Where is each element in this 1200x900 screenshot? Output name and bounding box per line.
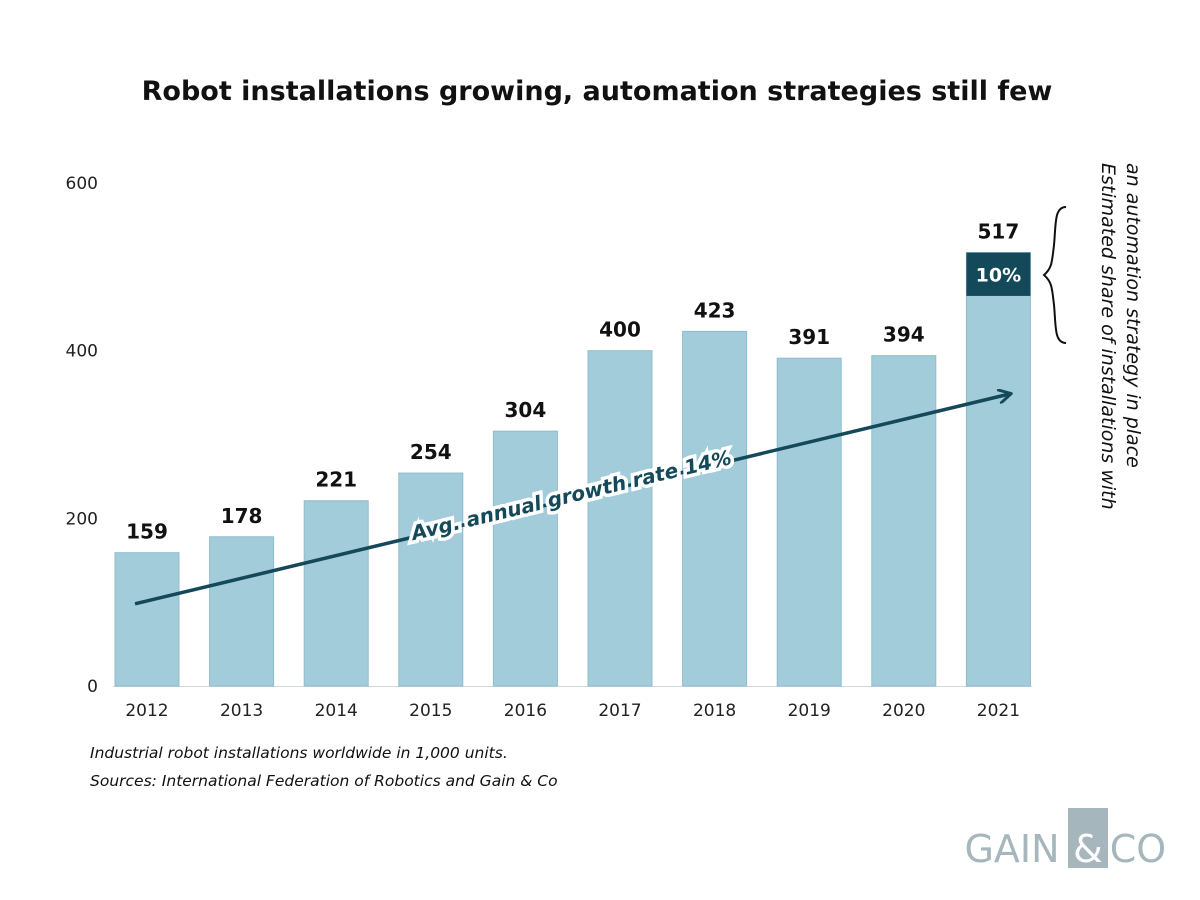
bar-2021 xyxy=(965,252,1031,687)
value-label-2018: 423 xyxy=(694,298,736,322)
logo-text-ampersand: & xyxy=(1073,827,1103,871)
gain-co-logo: GAIN & CO xyxy=(964,808,1166,871)
x-tick-label-2012: 2012 xyxy=(125,701,168,721)
bar-2020 xyxy=(871,355,937,687)
bar-2012 xyxy=(114,552,180,687)
x-tick-label-2020: 2020 xyxy=(882,701,925,721)
y-tick-label: 600 xyxy=(66,174,98,194)
value-label-2012: 159 xyxy=(126,520,168,544)
growth-trend-arrow xyxy=(134,394,1008,606)
value-label-2016: 304 xyxy=(505,398,547,422)
footnotes: Industrial robot installations worldwide… xyxy=(90,744,558,790)
value-label-2017: 400 xyxy=(599,318,641,342)
x-tick-label-2018: 2018 xyxy=(693,701,736,721)
logo-text-co: CO xyxy=(1110,827,1166,871)
chart-title: Robot installations growing, automation … xyxy=(142,76,1053,107)
logo-ampersand-box xyxy=(1068,808,1108,868)
logo-text-gain: GAIN xyxy=(964,827,1059,871)
bar-2015 xyxy=(398,472,464,687)
bars xyxy=(114,252,1031,687)
y-tick-label: 400 xyxy=(66,342,98,362)
bar-2014 xyxy=(303,500,369,687)
value-labels: 159 178 221 254 304 400 423 391 394 10% 517 xyxy=(126,220,1021,544)
bar-2016 xyxy=(492,430,558,687)
x-tick-label-2013: 2013 xyxy=(220,701,263,721)
bar-2017 xyxy=(587,350,653,687)
bar-2019 xyxy=(776,357,842,687)
x-tick-label-2015: 2015 xyxy=(409,701,452,721)
value-label-2015: 254 xyxy=(410,440,452,464)
side-note-line: Estimated share of installations with xyxy=(1097,163,1119,510)
value-label-2013: 178 xyxy=(221,504,263,528)
value-label-2020: 394 xyxy=(883,323,925,347)
axes: 0 200 400 600 2012 2013 2014 2015 2016 2017 2018 20… xyxy=(66,174,1033,721)
side-note-rotated: Estimated share of installations with an … xyxy=(1097,163,1144,510)
side-note-line: an automation strategy in place xyxy=(1122,163,1144,468)
y-tick-label: 0 xyxy=(87,677,98,697)
bar-2018 xyxy=(682,330,748,687)
footnote-line: Sources: International Federation of Rob… xyxy=(90,772,558,790)
footnote-line: Industrial robot installations worldwide… xyxy=(90,744,508,762)
y-tick-label: 200 xyxy=(66,509,98,529)
value-label-2021: 517 xyxy=(978,220,1020,244)
side-note-group: Estimated share of installations with an … xyxy=(1042,163,1144,510)
curly-brace xyxy=(1042,206,1067,344)
value-label-2014: 221 xyxy=(315,468,357,492)
x-tick-label-2021: 2021 xyxy=(977,701,1020,721)
x-tick-label-2017: 2017 xyxy=(598,701,641,721)
x-tick-label-2014: 2014 xyxy=(315,701,358,721)
highlight-share-label: 10% xyxy=(976,264,1021,286)
x-tick-label-2019: 2019 xyxy=(788,701,831,721)
x-tick-label-2016: 2016 xyxy=(504,701,547,721)
bar-2013 xyxy=(209,536,275,687)
value-label-2019: 391 xyxy=(788,325,830,349)
highlight-segment-2021 xyxy=(966,252,1031,296)
